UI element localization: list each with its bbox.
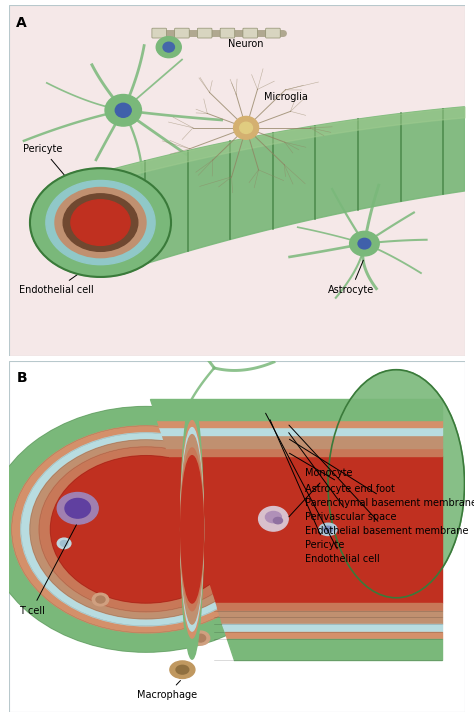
Text: Microglia: Microglia: [264, 92, 308, 102]
Polygon shape: [109, 107, 465, 275]
Text: Astrocyte: Astrocyte: [328, 260, 374, 295]
Ellipse shape: [181, 456, 203, 603]
Circle shape: [50, 456, 242, 603]
Circle shape: [210, 435, 218, 441]
Ellipse shape: [350, 232, 379, 256]
Text: Macrophage: Macrophage: [137, 680, 197, 700]
Ellipse shape: [181, 400, 203, 659]
Circle shape: [12, 426, 280, 633]
Ellipse shape: [319, 523, 337, 536]
FancyBboxPatch shape: [197, 28, 212, 38]
Circle shape: [71, 200, 130, 245]
Text: Perivascular space: Perivascular space: [289, 433, 397, 522]
Ellipse shape: [115, 104, 131, 117]
Circle shape: [46, 180, 155, 265]
Circle shape: [92, 593, 109, 606]
Circle shape: [65, 498, 91, 518]
FancyBboxPatch shape: [174, 28, 189, 38]
Circle shape: [63, 194, 138, 252]
Circle shape: [57, 538, 71, 549]
Text: Astrocyte end foot: Astrocyte end foot: [290, 453, 395, 494]
Ellipse shape: [170, 661, 195, 679]
Text: T cell: T cell: [18, 525, 76, 615]
Polygon shape: [159, 427, 442, 434]
Ellipse shape: [240, 122, 253, 134]
Circle shape: [21, 433, 271, 626]
Text: Parenchymal basement membrane: Parenchymal basement membrane: [290, 439, 474, 508]
Ellipse shape: [259, 507, 288, 531]
Polygon shape: [169, 456, 442, 603]
FancyBboxPatch shape: [9, 5, 465, 356]
Text: Pericyte: Pericyte: [23, 145, 76, 189]
Circle shape: [30, 440, 262, 619]
Text: Endothelial cell: Endothelial cell: [265, 413, 380, 564]
Polygon shape: [222, 624, 442, 632]
Polygon shape: [220, 617, 442, 624]
Ellipse shape: [358, 239, 371, 249]
Ellipse shape: [265, 511, 282, 523]
Ellipse shape: [163, 42, 174, 52]
Circle shape: [96, 596, 105, 603]
Circle shape: [60, 541, 68, 546]
FancyBboxPatch shape: [243, 28, 257, 38]
Circle shape: [30, 168, 171, 277]
Text: B: B: [16, 372, 27, 385]
Ellipse shape: [156, 37, 181, 58]
Circle shape: [191, 631, 210, 645]
Ellipse shape: [105, 94, 141, 126]
Ellipse shape: [328, 370, 465, 597]
Polygon shape: [225, 632, 442, 638]
Polygon shape: [150, 399, 442, 420]
Ellipse shape: [176, 665, 189, 674]
Circle shape: [196, 634, 206, 642]
FancyBboxPatch shape: [152, 28, 166, 38]
Text: Pericyte: Pericyte: [270, 420, 345, 550]
FancyBboxPatch shape: [220, 28, 235, 38]
Circle shape: [57, 493, 98, 524]
Ellipse shape: [337, 424, 392, 494]
Polygon shape: [157, 420, 442, 427]
Polygon shape: [162, 434, 442, 441]
Ellipse shape: [181, 448, 203, 610]
Ellipse shape: [234, 116, 259, 139]
Circle shape: [55, 188, 146, 257]
Polygon shape: [227, 638, 442, 660]
Polygon shape: [164, 441, 442, 448]
Text: A: A: [16, 16, 27, 29]
Circle shape: [208, 433, 221, 444]
Ellipse shape: [273, 518, 283, 523]
Text: Endothelial cell: Endothelial cell: [18, 266, 93, 295]
Ellipse shape: [181, 421, 203, 638]
Ellipse shape: [323, 526, 333, 533]
Ellipse shape: [181, 428, 203, 631]
Circle shape: [0, 406, 305, 652]
Polygon shape: [218, 610, 442, 617]
FancyBboxPatch shape: [265, 28, 280, 38]
Polygon shape: [216, 603, 442, 610]
Ellipse shape: [181, 441, 203, 617]
Text: Neuron: Neuron: [217, 34, 264, 49]
Circle shape: [39, 447, 253, 612]
Ellipse shape: [181, 434, 203, 624]
Polygon shape: [166, 448, 442, 456]
Text: Endothelial basement membrane: Endothelial basement membrane: [289, 425, 469, 536]
Text: Monocyte: Monocyte: [289, 468, 353, 517]
FancyBboxPatch shape: [9, 361, 465, 712]
